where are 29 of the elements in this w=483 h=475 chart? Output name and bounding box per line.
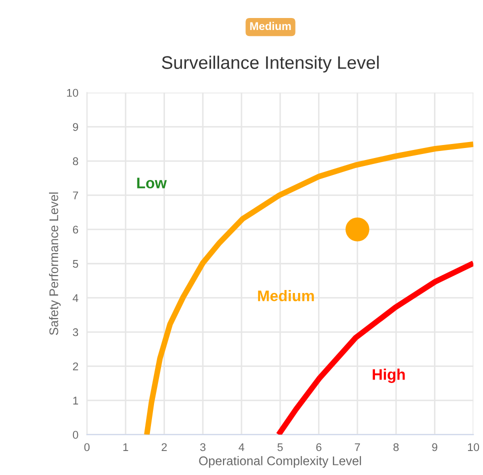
x-tick-label: 8 <box>393 443 399 452</box>
x-tick-label: 10 <box>468 443 480 452</box>
y-tick-label: 6 <box>72 226 78 234</box>
annotation: Low <box>137 178 167 188</box>
annotation: Medium <box>258 290 314 302</box>
x-tick-label: 0 <box>84 443 90 452</box>
x-tick-label: 1 <box>123 443 128 452</box>
y-tick-label: 1 <box>73 396 78 404</box>
y-tick-label: 3 <box>72 328 78 336</box>
x-tick-label: 6 <box>316 443 322 452</box>
x-tick-label: 9 <box>432 443 438 452</box>
y-axis-title: Safety Performance Level <box>49 192 61 335</box>
x-tick-label: 4 <box>238 443 244 452</box>
y-tick-label: 2 <box>72 362 78 370</box>
x-axis-title: Operational Complexity Level <box>199 456 361 468</box>
x-tick-label: 3 <box>200 443 206 452</box>
y-tick-label: 0 <box>72 430 78 439</box>
x-tick-label: 2 <box>162 443 167 452</box>
y-tick-label: 10 <box>67 88 78 97</box>
y-tick-label: 5 <box>72 260 78 268</box>
chart-subtitle: Medium <box>250 22 291 30</box>
x-tick-label: 7 <box>354 443 360 452</box>
chart-title: Surveillance Intensity Level <box>162 56 379 73</box>
y-tick-label: 9 <box>72 123 78 131</box>
y-tick-label: 4 <box>72 294 78 302</box>
annotation: High <box>372 368 405 383</box>
x-tick-label: 5 <box>277 443 283 452</box>
y-tick-label: 7 <box>72 192 78 200</box>
y-tick-label: 8 <box>72 157 78 166</box>
